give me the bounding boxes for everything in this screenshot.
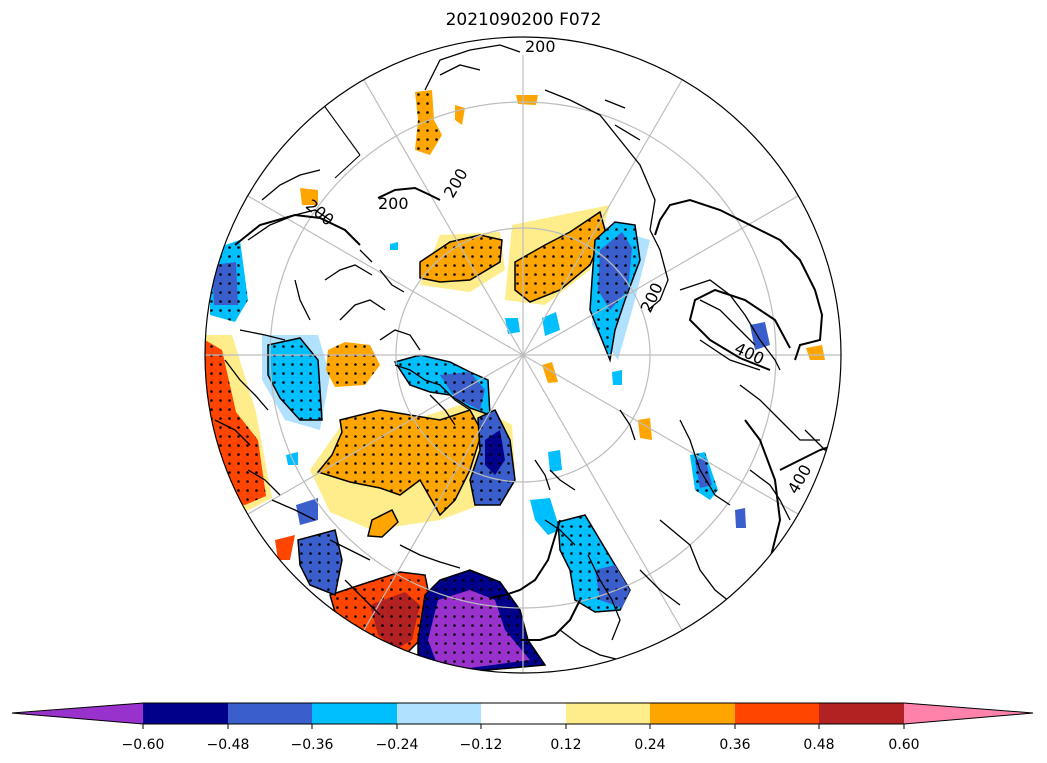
colorbar-bins xyxy=(12,703,1033,724)
colorbar-tick-label: 0.48 xyxy=(803,737,834,753)
colorbar-bin xyxy=(819,703,905,724)
colorbar-bin xyxy=(312,703,398,724)
positive-anomaly xyxy=(367,508,399,538)
graticule xyxy=(205,37,841,673)
negative-anomaly xyxy=(612,370,622,385)
negative-anomaly xyxy=(542,312,560,336)
colorbar-tick-label: −0.12 xyxy=(460,737,503,753)
colorbar-tick-label: 0.24 xyxy=(634,737,665,753)
negative-anomaly xyxy=(390,242,398,250)
colorbar-outline xyxy=(11,702,1034,725)
negative-anomaly xyxy=(750,322,770,350)
colorbar-bin xyxy=(228,703,313,724)
colorbar-bin xyxy=(143,703,229,724)
map-title: 2021090200 F072 xyxy=(445,10,602,30)
negative-anomaly xyxy=(548,450,562,472)
colorbar-extend-low xyxy=(12,703,143,724)
colorbar-tick-label: −0.36 xyxy=(291,737,334,753)
colorbar-bin xyxy=(650,703,736,724)
colorbar-tick-label: −0.48 xyxy=(207,737,250,753)
colorbar-bin xyxy=(397,703,482,724)
positive-anomaly xyxy=(455,105,465,125)
colorbar-tick-label: 0.36 xyxy=(719,737,750,753)
colorbar-tick-label: 0.12 xyxy=(550,737,581,753)
positive-anomaly xyxy=(300,188,318,205)
colorbar-bin xyxy=(566,703,651,724)
positive-anomaly xyxy=(806,345,825,360)
colorbar-extend-high xyxy=(904,703,1033,724)
colorbar-tick-label: −0.60 xyxy=(122,737,165,753)
polar-map: 200 200 200 200 200 400 400 xyxy=(204,36,842,674)
colorbar-ticks: −0.60 −0.48 −0.36 −0.24 −0.12 0.12 0.24 0.36 0.4… xyxy=(122,724,920,753)
colorbar-tick-label: −0.24 xyxy=(376,737,419,753)
negative-anomaly xyxy=(735,508,746,528)
positive-anomaly xyxy=(275,535,295,560)
significance-stippling xyxy=(205,90,718,673)
positive-anomaly xyxy=(542,362,558,383)
colorbar-tick-label: 0.60 xyxy=(888,737,919,753)
boundaries xyxy=(319,99,361,179)
map-boundary xyxy=(204,36,842,674)
contour-label-group: 200 200 200 200 200 400 400 xyxy=(302,37,815,497)
contour-label: 200 xyxy=(378,194,409,213)
contour-label: 200 xyxy=(525,37,556,56)
colorbar-bin xyxy=(481,703,567,724)
colorbar-bin xyxy=(735,703,820,724)
